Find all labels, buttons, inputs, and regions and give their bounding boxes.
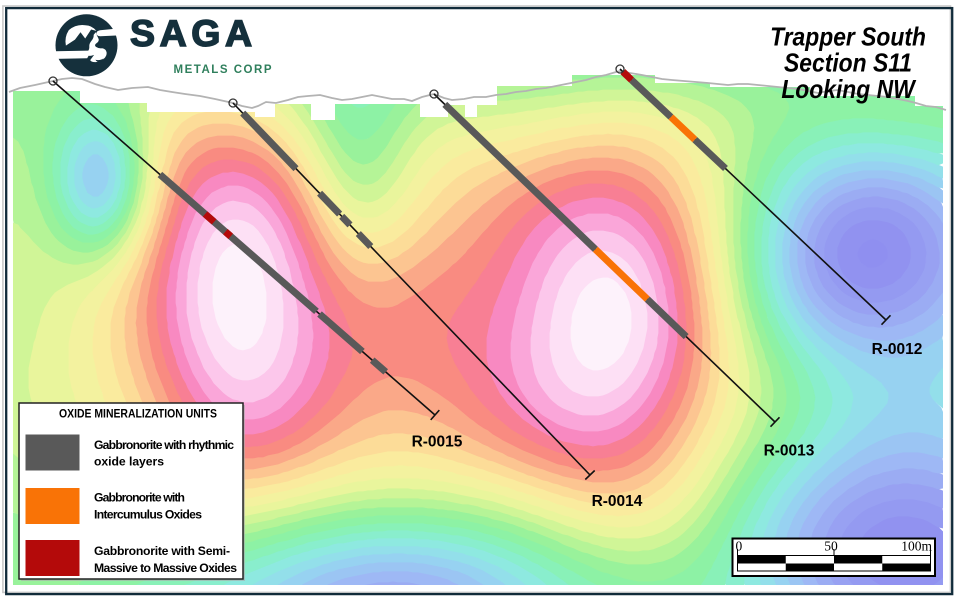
svg-text:Intercumulus Oxides: Intercumulus Oxides — [94, 508, 202, 522]
svg-text:SAGA: SAGA — [130, 12, 257, 54]
svg-text:oxide layers: oxide layers — [94, 455, 164, 469]
svg-text:0: 0 — [736, 539, 743, 554]
svg-text:R-0013: R-0013 — [764, 443, 815, 460]
svg-text:OXIDE MINERALIZATION UNITS: OXIDE MINERALIZATION UNITS — [59, 407, 217, 421]
svg-text:Trapper South: Trapper South — [770, 23, 926, 52]
svg-text:R-0014: R-0014 — [592, 493, 643, 510]
svg-text:Massive to Massive Oxides: Massive to Massive Oxides — [94, 561, 237, 575]
svg-text:100m: 100m — [901, 539, 932, 554]
svg-text:Gabbronorite with rhythmic: Gabbronorite with rhythmic — [94, 438, 234, 452]
svg-text:Gabbronorite with Semi-: Gabbronorite with Semi- — [94, 544, 230, 558]
svg-text:Looking NW: Looking NW — [781, 76, 916, 105]
svg-text:R-0015: R-0015 — [412, 434, 463, 451]
svg-text:50: 50 — [824, 539, 838, 554]
svg-text:R-0012: R-0012 — [872, 341, 923, 358]
svg-text:Gabbronorite with: Gabbronorite with — [94, 491, 185, 505]
svg-text:METALS CORP: METALS CORP — [174, 64, 272, 76]
svg-text:Section S11: Section S11 — [784, 49, 912, 78]
